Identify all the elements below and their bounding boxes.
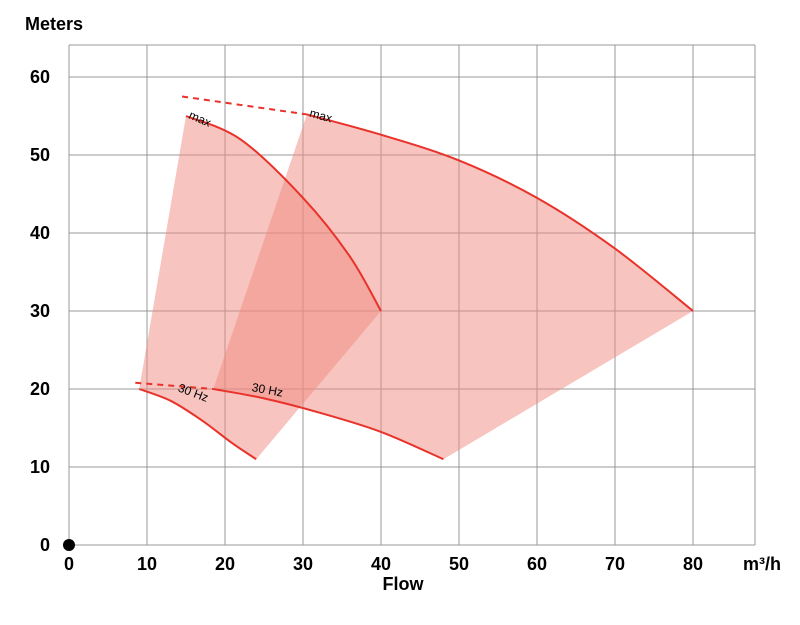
y-tick-label: 30 (30, 301, 50, 321)
curves (135, 95, 694, 461)
x-tick-label: 10 (137, 554, 157, 574)
operating-area-2 (213, 114, 694, 460)
max-label-2: max (308, 106, 334, 125)
x-tick-label: 40 (371, 554, 391, 574)
y-tick-label: 50 (30, 145, 50, 165)
x-tick-label: 80 (683, 554, 703, 574)
y-tick-label: 60 (30, 67, 50, 87)
min-extension-dashed (135, 381, 214, 390)
max-curve-2 (306, 113, 694, 312)
x-axis-unit: m³/h (743, 554, 781, 574)
x-tick-label: 0 (64, 554, 74, 574)
x-tick-label: 70 (605, 554, 625, 574)
x-tick-label: 20 (215, 554, 235, 574)
x-tick-label: 30 (293, 554, 313, 574)
max-curve-1 (185, 115, 382, 312)
min-curve-2 (213, 388, 444, 461)
origin-dot (63, 539, 75, 551)
operating-areas (139, 114, 694, 460)
y-tick-label: 0 (40, 535, 50, 555)
min-curve-1 (138, 388, 257, 461)
y-tick-label: 10 (30, 457, 50, 477)
y-tick-label: 40 (30, 223, 50, 243)
min-label-2: 30 Hz (251, 380, 284, 399)
y-axis-title: Meters (25, 14, 83, 34)
x-axis-title: Flow (383, 574, 425, 594)
x-tick-label: 50 (449, 554, 469, 574)
y-tick-label: 20 (30, 379, 50, 399)
tick-labels: 0 10 20 30 40 50 60 70 80 0 10 20 30 40 50 60 (30, 67, 703, 574)
x-tick-label: 60 (527, 554, 547, 574)
